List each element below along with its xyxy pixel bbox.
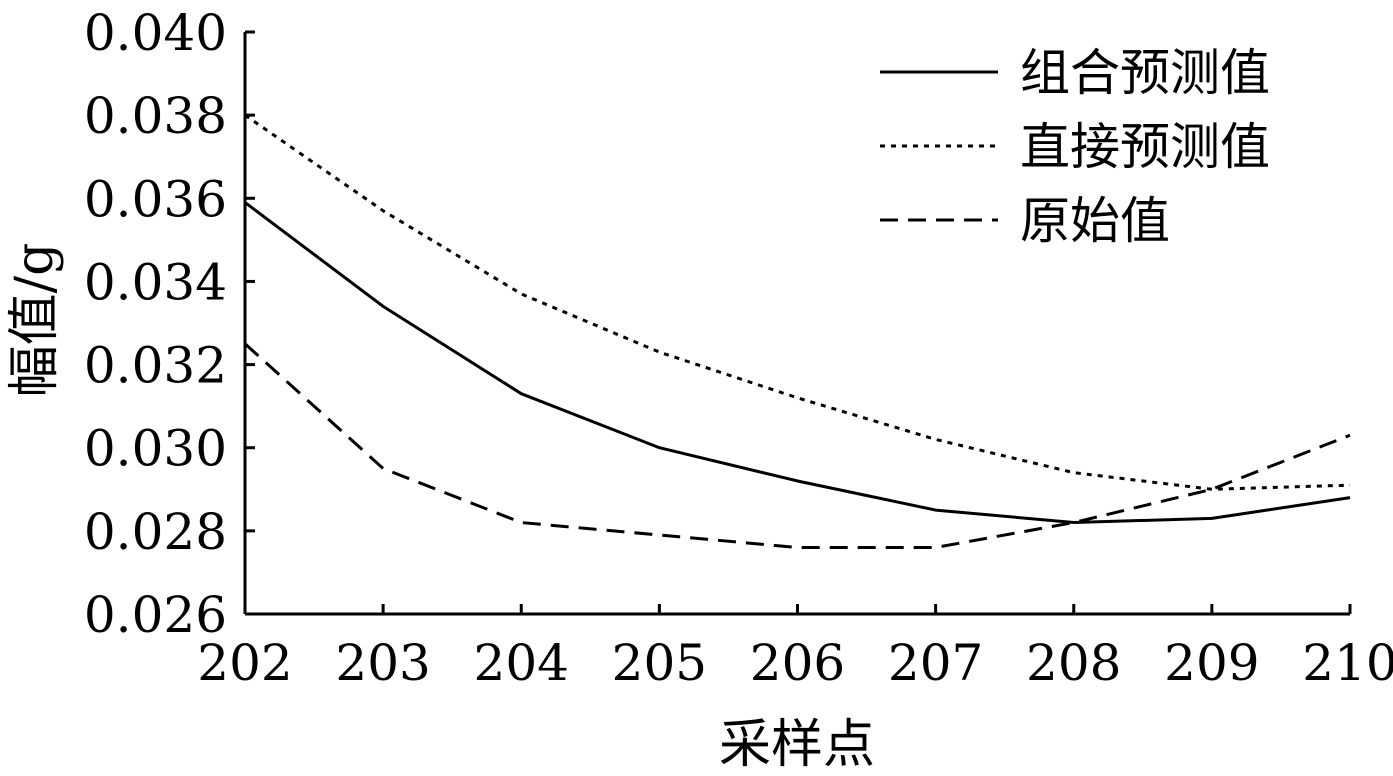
x-tick-label: 203 — [335, 634, 430, 692]
series-line-3 — [243, 342, 1351, 549]
x-axis-ticks: 202 203 204 205 206 207 208 209 210 — [197, 604, 1393, 692]
series-line-1 — [244, 201, 1351, 525]
x-tick-label: 210 — [1302, 634, 1393, 692]
y-tick-label: 0.026 — [84, 586, 227, 644]
y-axis-ticks: 0.026 0.028 0.030 0.032 0.034 0.036 0.038 0.040 — [84, 4, 255, 644]
x-tick-label: 209 — [1164, 634, 1259, 692]
y-tick-label: 0.036 — [84, 170, 227, 228]
y-tick-label: 0.032 — [84, 337, 227, 395]
x-axis-label: 采样点 — [719, 715, 875, 775]
x-tick-label: 205 — [612, 634, 707, 692]
legend-label-1: 组合预测值 — [1020, 44, 1270, 102]
series-line-2 — [244, 113, 1351, 491]
y-tick-label: 0.030 — [84, 420, 227, 478]
x-tick-label: 204 — [474, 634, 569, 692]
legend-label-3: 原始值 — [1020, 192, 1170, 250]
x-tick-label: 208 — [1026, 634, 1121, 692]
y-tick-label: 0.034 — [84, 253, 227, 311]
x-tick-label: 202 — [197, 634, 292, 692]
legend-label-2: 直接预测值 — [1020, 118, 1270, 176]
y-axis-label: 幅值/g — [5, 243, 65, 398]
x-tick-label: 206 — [750, 634, 845, 692]
x-tick-label: 207 — [888, 634, 983, 692]
series-lines — [243, 113, 1351, 549]
y-tick-label: 0.028 — [84, 503, 227, 561]
y-tick-label: 0.040 — [84, 4, 227, 62]
y-tick-label: 0.038 — [84, 87, 227, 145]
